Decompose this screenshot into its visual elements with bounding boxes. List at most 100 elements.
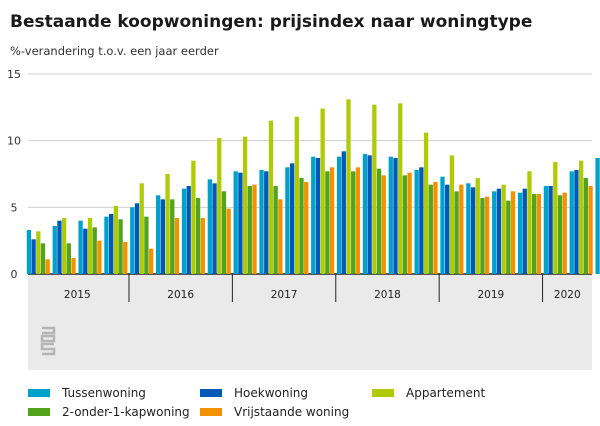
bar [536, 194, 541, 274]
bar [433, 182, 438, 274]
bar [200, 218, 205, 274]
bar [144, 216, 149, 274]
bar [454, 191, 459, 274]
x-year-label: 2018 [374, 289, 401, 301]
bar [583, 178, 588, 274]
bar [52, 226, 57, 274]
bar [527, 171, 532, 274]
bar [506, 200, 511, 274]
bar [510, 191, 516, 274]
bar [289, 163, 295, 274]
bar [36, 231, 41, 274]
bar [226, 208, 231, 274]
bar [388, 156, 393, 274]
bar [40, 243, 46, 274]
bar [367, 155, 372, 274]
bar [346, 99, 351, 274]
bar [186, 186, 191, 274]
legend-item-hoekwoning: Hoekwoning [200, 386, 308, 400]
bar [26, 230, 32, 274]
bar [548, 186, 553, 274]
y-tick-label: 10 [7, 135, 21, 148]
legend-swatch [372, 389, 394, 397]
legend-item-appartement: Appartement [372, 386, 485, 400]
bar [579, 160, 584, 274]
bar [543, 186, 549, 274]
bar [402, 175, 408, 274]
legend-swatch [28, 408, 50, 416]
bar [233, 171, 238, 274]
legend-swatch [28, 389, 50, 397]
bar [376, 168, 382, 274]
bar [83, 228, 88, 274]
x-year-label: 2019 [478, 289, 505, 301]
bar [207, 179, 212, 274]
bar [553, 162, 558, 274]
bar [419, 167, 424, 274]
bar [466, 183, 471, 274]
bar [311, 156, 316, 274]
bar [329, 167, 335, 274]
bar [252, 184, 257, 274]
bar [247, 186, 252, 274]
bar [242, 136, 248, 274]
bar [496, 188, 502, 274]
bar [87, 218, 93, 274]
bar [341, 151, 346, 274]
bar [45, 259, 50, 274]
legend-swatch [200, 408, 222, 416]
bar [325, 171, 330, 274]
bar [31, 239, 36, 274]
bar [71, 258, 76, 274]
legend-label: Hoekwoning [234, 386, 309, 400]
chart-subtitle: %-verandering t.o.v. een jaar eerder [10, 44, 219, 58]
bar [97, 240, 102, 274]
bar [595, 158, 600, 274]
bar [273, 186, 278, 274]
bar [336, 156, 342, 274]
bar [299, 178, 304, 274]
bar [588, 186, 593, 274]
bar [440, 176, 445, 274]
bar [181, 188, 187, 274]
bar [574, 170, 579, 274]
bar [156, 195, 161, 274]
bar [148, 248, 154, 274]
x-year-label: 2020 [554, 289, 581, 301]
legend-label: Appartement [406, 386, 486, 400]
legend-label: 2-onder-1-kapwoning [62, 405, 190, 419]
bar [123, 242, 128, 274]
bar [393, 158, 398, 274]
legend-item-2-onder-1-kapwoning: 2-onder-1-kapwoning [28, 405, 190, 419]
legend-label: Tussenwoning [62, 386, 146, 400]
bar [109, 214, 114, 274]
bar [381, 175, 386, 274]
bar [428, 184, 433, 274]
bar [480, 198, 485, 274]
bar [362, 154, 368, 274]
bar [92, 227, 97, 274]
bar [304, 182, 309, 274]
bar [278, 199, 283, 274]
y-tick-label: 5 [11, 201, 18, 214]
chart-title: Bestaande koopwoningen: prijsindex naar … [10, 12, 533, 32]
bar [113, 206, 118, 274]
x-year-label: 2016 [167, 289, 194, 301]
bar [320, 108, 325, 274]
bar [501, 184, 506, 274]
bar [118, 219, 123, 274]
bar [414, 170, 419, 274]
bar [398, 103, 403, 274]
legend-swatch [200, 389, 222, 397]
bar [221, 191, 227, 274]
bar [130, 207, 135, 274]
legend-item-tussenwoning: Tussenwoning [28, 386, 146, 400]
legend-label: Vrijstaande woning [234, 405, 350, 419]
bar [532, 194, 537, 274]
bar [294, 116, 299, 274]
bar [423, 132, 429, 274]
bar [407, 172, 412, 274]
bar [259, 170, 264, 274]
bar [191, 160, 196, 274]
y-tick-label: 15 [7, 68, 21, 81]
